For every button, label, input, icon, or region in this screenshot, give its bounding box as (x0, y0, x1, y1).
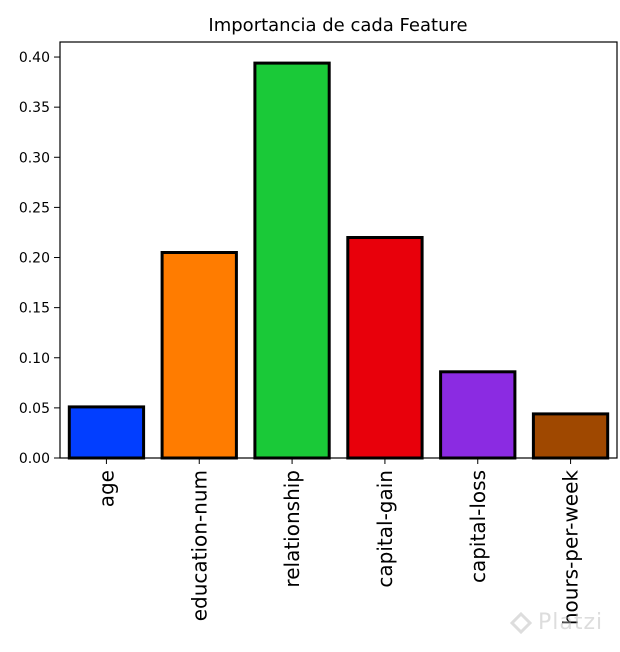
chart-title: Importancia de cada Feature (208, 15, 467, 36)
x-tick-label-capital-gain: capital-gain (373, 470, 397, 588)
platzi-watermark: Platzi (510, 610, 603, 635)
y-axis: 0.00 0.05 0.10 0.15 0.20 0.25 0.30 0.35 0.40 (19, 50, 60, 467)
x-tick-label-relationship: relationship (280, 470, 304, 588)
y-tick-label: 0.10 (19, 351, 50, 367)
y-tick-label: 0.05 (19, 401, 50, 417)
x-tick-label-education-num: education-num (187, 470, 211, 621)
bar-relationship (253, 61, 331, 460)
bars-layer (67, 61, 610, 460)
cropped-header-strip (0, 0, 620, 6)
bar-hours-per-week (531, 412, 610, 460)
y-tick-label: 0.25 (19, 200, 50, 216)
x-axis: age education-num relationship capital-gain… (94, 458, 583, 626)
y-tick-label: 0.20 (19, 251, 50, 267)
x-tick-label-capital-loss: capital-loss (466, 470, 490, 583)
watermark-text: Platzi (538, 610, 604, 635)
bar-capital-gain (346, 236, 424, 460)
y-tick-label: 0.00 (19, 451, 50, 467)
y-tick-label: 0.35 (19, 100, 50, 116)
platzi-logo-icon (510, 612, 532, 634)
x-tick-label-hours-per-week: hours-per-week (559, 470, 583, 626)
y-tick-label: 0.40 (19, 50, 50, 66)
axes-frame (59, 41, 618, 459)
bar-capital-loss (439, 370, 517, 460)
bar-education-num (160, 251, 238, 460)
x-tick-label-age: age (94, 470, 118, 507)
bar-age (67, 405, 146, 460)
y-tick-label: 0.15 (19, 301, 50, 317)
y-tick-label: 0.30 (19, 150, 50, 166)
